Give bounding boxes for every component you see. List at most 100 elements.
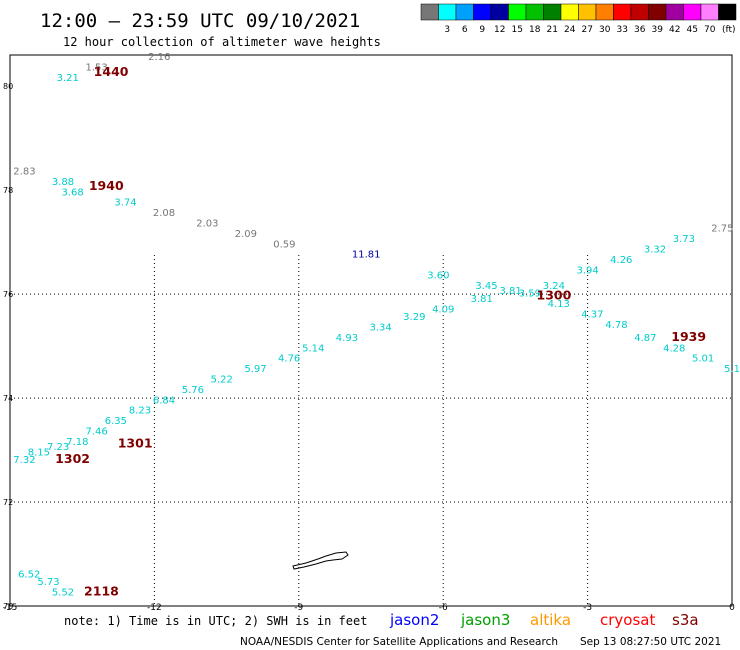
wave-height-label: 4.76 — [278, 354, 300, 365]
wave-height-label: 2.09 — [235, 229, 257, 240]
wave-height-label: 4.26 — [610, 255, 632, 266]
y-tick-label: 74 — [3, 394, 13, 403]
wave-height-label: 3.60 — [427, 271, 449, 282]
wave-height-label: 1.53 — [86, 63, 108, 74]
wave-height-label: 3.81 — [499, 286, 521, 297]
wave-height-label: 2.03 — [196, 219, 218, 230]
y-tick-label: 80 — [3, 82, 13, 91]
header: 12:00 – 23:59 UTC 09/10/2021 12 hour col… — [40, 10, 381, 49]
legend-swatch — [420, 3, 439, 21]
legend-label: 3 — [444, 25, 450, 35]
wave-height-label: 3.94 — [576, 265, 598, 276]
wave-height-label: 6.52 — [18, 569, 40, 580]
legend-label: 12 — [494, 25, 505, 35]
satellite-legend: jason2 jason3 altika cryosat s3a — [389, 611, 699, 629]
legend-swatch — [648, 3, 667, 21]
time-label: 1300 — [537, 287, 572, 302]
footer-note: note: 1) Time is in UTC; 2) SWH is in fe… — [64, 614, 367, 628]
wave-height-label: 3.29 — [403, 312, 425, 323]
satellite-name: cryosat — [600, 611, 655, 629]
wave-height-label: 4.09 — [432, 304, 454, 315]
wave-height-label: 11.81 — [352, 250, 381, 261]
wave-height-label: 5.14 — [302, 343, 324, 354]
wave-height-label: 4.78 — [605, 320, 627, 331]
legend-label: 6 — [462, 25, 468, 35]
y-tick-label: 78 — [3, 186, 13, 195]
x-tick-label: -9 — [294, 603, 303, 613]
legend-label: 42 — [669, 25, 680, 35]
wave-height-label: 7.23 — [47, 442, 69, 453]
plot-area: 70 72 74 76 78 80 -15 -12 -9 -6 -3 0 3.21 1.53 2.16 2… — [3, 52, 740, 613]
legend-label: 30 — [599, 25, 611, 35]
wave-height-label: 3.21 — [57, 73, 79, 84]
legend-swatch — [560, 3, 579, 21]
legend-swatch — [508, 3, 527, 21]
wave-height-label: 3.34 — [369, 323, 391, 334]
legend-swatch — [525, 3, 544, 21]
legend-swatch — [665, 3, 684, 21]
legend-swatch — [578, 3, 597, 21]
wave-height-label: 3.88 — [52, 177, 74, 188]
legend-label: 24 — [564, 25, 576, 35]
wave-height-label: 7.32 — [13, 455, 35, 466]
wave-height-label: 4.87 — [634, 333, 656, 344]
wave-height-label: 5.52 — [52, 588, 74, 599]
wave-height-label: 5.1 — [724, 364, 740, 375]
legend-label: 21 — [547, 25, 558, 35]
y-tick-label: 70 — [3, 602, 13, 611]
time-label: 1939 — [671, 329, 706, 344]
wave-height-label: 3.45 — [475, 281, 497, 292]
x-tick-label: -3 — [583, 603, 592, 613]
x-tick-label: -15 — [3, 603, 18, 613]
wave-height-label: 3.73 — [673, 234, 695, 245]
legend-label: 27 — [582, 25, 593, 35]
legend-swatch — [683, 3, 702, 21]
y-axis: 70 72 74 76 78 80 — [3, 82, 13, 611]
wave-height-label: 3.74 — [114, 198, 136, 209]
wave-height-label: 5.73 — [37, 577, 59, 588]
color-legend: 3 6 9 12 15 18 21 24 27 30 33 36 39 42 45 70 (ft) — [420, 3, 737, 35]
legend-swatch — [473, 3, 492, 21]
wave-height-label: 5.76 — [182, 385, 204, 396]
legend-label: 45 — [687, 25, 698, 35]
y-tick-label: 72 — [3, 498, 13, 507]
satellite-name: jason3 — [460, 611, 510, 629]
legend-label: 36 — [634, 25, 646, 35]
wave-height-label: 8.15 — [28, 447, 50, 458]
footer-credit: NOAA/NESDIS Center for Satellite Applica… — [240, 636, 558, 648]
legend-swatch — [490, 3, 509, 21]
satellite-name: altika — [530, 611, 571, 629]
time-label: 1301 — [118, 435, 153, 450]
time-label: 2118 — [84, 584, 119, 599]
legend-label: 70 — [704, 25, 716, 35]
satellite-name: jason2 — [389, 611, 439, 629]
wave-height-label: 0.59 — [273, 239, 295, 250]
x-tick-label: -6 — [439, 603, 448, 613]
legend-swatch — [718, 3, 737, 21]
legend-label: 15 — [512, 25, 523, 35]
wave-height-label: 5.01 — [692, 354, 714, 365]
satellite-name: s3a — [672, 611, 699, 629]
wave-height-label: 4.13 — [548, 299, 570, 310]
time-label: 1302 — [55, 451, 90, 466]
legend-swatch — [700, 3, 719, 21]
legend-unit: (ft) — [722, 25, 736, 35]
wave-height-label: 4.93 — [336, 333, 358, 344]
wave-height-label: 7.46 — [86, 426, 108, 437]
y-tick-label: 76 — [3, 290, 13, 299]
wave-height-label: 6.35 — [105, 416, 127, 427]
wave-height-label: 2.75 — [711, 224, 733, 235]
legend-swatch — [543, 3, 562, 21]
grid — [10, 255, 732, 606]
legend-label: 9 — [479, 25, 485, 35]
legend-swatch — [438, 3, 457, 21]
time-label: 1940 — [89, 178, 124, 193]
legend-swatch — [630, 3, 649, 21]
wave-height-label: 3.59 — [519, 289, 541, 300]
legend-swatch — [595, 3, 614, 21]
chart-title: 12:00 – 23:59 UTC 09/10/2021 — [40, 10, 360, 32]
plot-frame — [9, 54, 733, 607]
time-label: 1440 — [94, 64, 129, 79]
island-outline — [292, 551, 349, 570]
